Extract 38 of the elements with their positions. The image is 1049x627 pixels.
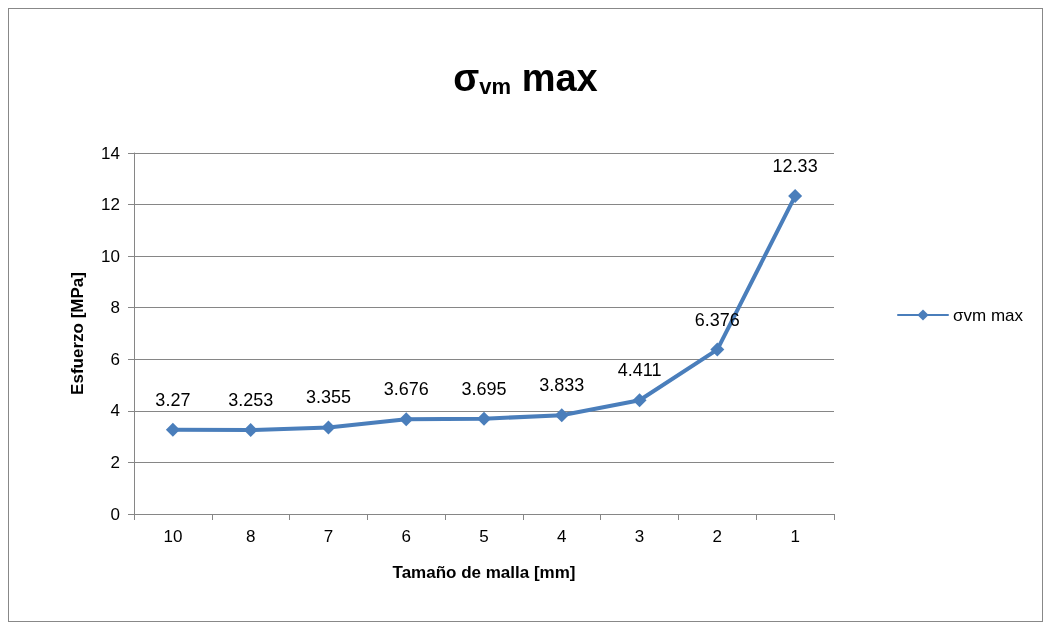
chart-title: σvm max — [453, 57, 598, 99]
point — [632, 393, 647, 408]
x-tick-label: 5 — [479, 527, 489, 546]
y-tick-label: 0 — [110, 504, 120, 524]
data-label: 3.695 — [461, 378, 507, 399]
x-tick-label: 7 — [323, 527, 334, 546]
data-label: 3.27 — [155, 389, 191, 410]
x-tick-label: 2 — [712, 527, 723, 546]
point — [477, 411, 491, 426]
y-tick-label: 12 — [101, 195, 120, 215]
y-tick-label: 2 — [110, 452, 120, 472]
x-tick-label: 8 — [245, 527, 256, 546]
y-tick-label: 4 — [110, 401, 120, 421]
y-tick-label: 6 — [110, 349, 120, 369]
y-tick-label: 8 — [110, 298, 120, 318]
point — [243, 423, 258, 438]
x-tick-label: 10 — [163, 527, 183, 546]
x-tick-label: 4 — [557, 527, 567, 546]
x-tick-label: 6 — [401, 527, 411, 546]
y-axis-title: Esfuerzo [MPa] — [68, 272, 87, 395]
point — [554, 408, 569, 423]
data-label: 3.833 — [539, 375, 585, 396]
y-tick-label: 14 — [101, 143, 120, 163]
point — [321, 420, 336, 435]
x-axis-title: Tamaño de malla [mm] — [392, 563, 576, 582]
point — [165, 422, 180, 437]
data-label: 3.676 — [383, 379, 429, 400]
data-label: 3.253 — [228, 390, 274, 411]
point — [788, 189, 803, 204]
x-tick-label: 1 — [790, 527, 800, 546]
data-label: 12.33 — [772, 156, 818, 177]
point — [710, 342, 725, 357]
data-label: 4.411 — [617, 360, 662, 381]
legend-label: σvm max — [953, 305, 1024, 325]
point — [399, 412, 414, 427]
x-tick-label: 3 — [634, 527, 645, 546]
data-label: 3.355 — [305, 387, 351, 408]
y-tick-label: 10 — [101, 246, 120, 266]
